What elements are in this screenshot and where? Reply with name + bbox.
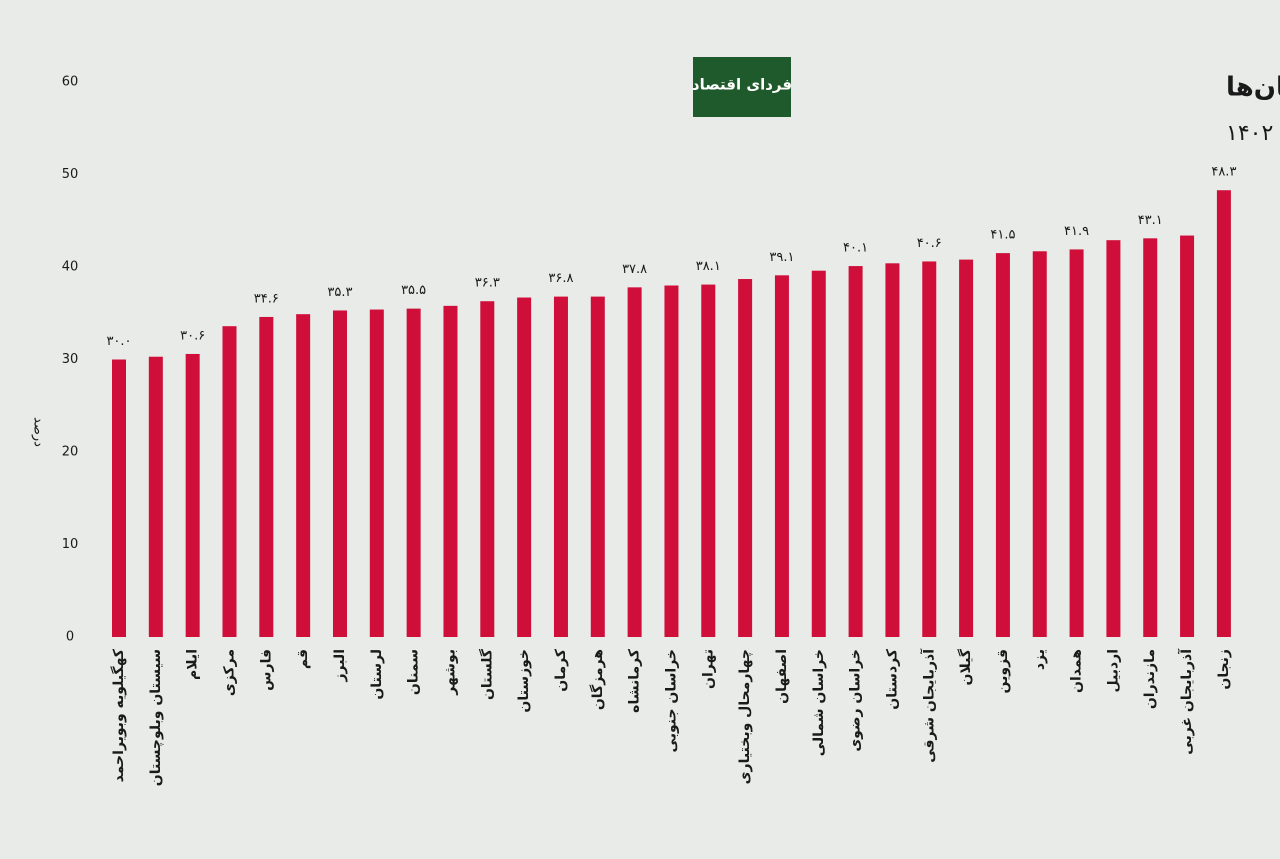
value-label: ۴۱.۹ (1064, 224, 1089, 239)
bar (774, 275, 789, 637)
x-tick-label: آذربایجان غربی (1177, 648, 1195, 755)
bar (480, 301, 495, 637)
x-tick-label: قزوین (995, 649, 1011, 693)
x-tick-label: مرکزی (221, 649, 237, 696)
x-tick-label: یزد (1032, 649, 1048, 670)
bar (148, 356, 163, 637)
y-tick-label: 60 (62, 75, 79, 90)
bar (517, 297, 532, 637)
value-label: ۳۹.۱ (769, 250, 794, 265)
x-tick-label: همدان (1069, 649, 1085, 693)
value-label: ۳۵.۳ (327, 285, 352, 300)
y-tick-label: 50 (62, 167, 79, 182)
x-tick-label: سمنان (406, 649, 422, 695)
x-tick-label: فارس (258, 649, 274, 691)
x-tick-label: قم (295, 649, 311, 669)
value-label: ۳۴.۶ (254, 291, 279, 306)
x-tick-label: مازندران (1142, 649, 1158, 709)
bar (627, 287, 642, 637)
bar (590, 296, 605, 637)
value-label: ۴۰.۶ (917, 236, 942, 251)
bar (296, 314, 311, 637)
bar (848, 266, 863, 637)
x-tick-label: آذربایجان شرقی (919, 648, 937, 763)
bar (664, 285, 679, 637)
x-tick-label: اردبیل (1105, 649, 1121, 693)
x-tick-label: کرمان (553, 648, 569, 692)
x-tick-label: خراسان جنوبی (663, 649, 679, 752)
x-tick-label: هرمزگان (589, 649, 606, 710)
bar (332, 310, 347, 637)
logo: فردای اقتصاد (692, 76, 792, 94)
x-tick-label: اصفهان (774, 649, 790, 704)
x-tick-label: خوزستان (516, 649, 532, 713)
y-tick-label: 30 (62, 352, 79, 367)
bar (185, 353, 200, 637)
y-tick-label: 10 (62, 537, 79, 552)
bar (995, 253, 1010, 637)
x-tick-label: تهران (700, 649, 716, 689)
bar (738, 279, 753, 637)
chart-title: وضعیت متفاوت بازار کار استان‌ها (1226, 73, 1280, 103)
bar (1106, 240, 1121, 638)
bar (1180, 235, 1195, 638)
bar (1069, 249, 1084, 638)
bar (443, 305, 458, 637)
bar (922, 261, 937, 637)
x-tick-label: ایلام (185, 649, 201, 680)
value-label: ۳۰.۰ (106, 334, 131, 349)
value-label: ۴۱.۵ (990, 228, 1015, 243)
bar (1032, 251, 1047, 637)
value-label: ۴۸.۳ (1211, 165, 1236, 180)
value-label: ۴۰.۱ (843, 241, 868, 256)
logo-box (693, 57, 791, 117)
value-label: ۳۷.۸ (622, 262, 647, 277)
bar (701, 284, 716, 637)
bar (222, 326, 237, 637)
x-tick-label: بوشهر (442, 649, 458, 696)
value-label: ۳۰.۶ (180, 328, 205, 343)
y-tick-label: 0 (66, 630, 74, 645)
value-label: ۳۸.۱ (696, 259, 721, 274)
value-label: ۳۶.۳ (475, 276, 500, 291)
x-tick-label: سیستان وبلوچستان (148, 649, 164, 786)
bar (553, 296, 568, 637)
x-tick-label: زنجان (1216, 649, 1232, 690)
value-label: ۳۶.۸ (548, 271, 573, 286)
y-axis-label: درصد (31, 417, 46, 447)
x-tick-label: گیلان (957, 648, 974, 685)
bar (885, 263, 900, 637)
x-tick-label: لرستان (369, 649, 385, 700)
x-tick-label: کرمانشاه (627, 648, 643, 713)
bar (259, 316, 274, 637)
y-tick-label: 40 (62, 260, 79, 275)
chart-subtitle: نسبت اشتغال (جمعیت شاغل به کل جمعیت در س… (1226, 121, 1280, 146)
x-tick-label: البرز (332, 649, 348, 683)
value-label: ۴۳.۱ (1138, 213, 1163, 228)
bar (1216, 190, 1231, 637)
bar (959, 259, 974, 637)
x-tick-label: گلستان (478, 648, 495, 700)
y-tick-label: 20 (62, 445, 79, 460)
x-tick-label: کردستان (884, 648, 900, 710)
x-tick-label: خراسان شمالی (811, 649, 827, 756)
x-tick-label: خراسان رضوی (848, 649, 864, 752)
bar (369, 309, 384, 637)
bar (406, 308, 421, 637)
bar (112, 359, 126, 637)
x-tick-label: کهگیلویه وبویراحمد (110, 648, 127, 782)
bar (811, 270, 826, 637)
bar (1143, 238, 1158, 637)
value-label: ۳۵.۵ (401, 283, 426, 298)
x-tick-label: چهارمحال وبختیاری (737, 649, 753, 784)
